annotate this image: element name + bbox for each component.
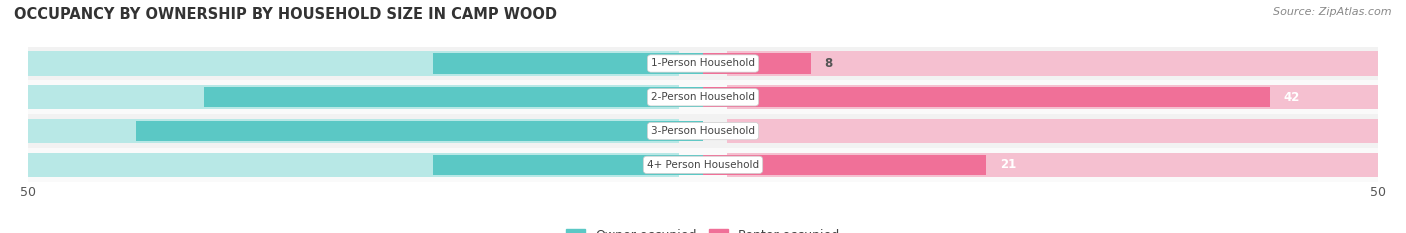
Bar	[433, 155, 703, 175]
Bar	[727, 51, 1378, 76]
Text: Source: ZipAtlas.com: Source: ZipAtlas.com	[1274, 7, 1392, 17]
Bar	[703, 155, 987, 175]
Bar	[136, 121, 703, 141]
Bar	[727, 153, 1378, 177]
Legend: Owner-occupied, Renter-occupied: Owner-occupied, Renter-occupied	[562, 225, 844, 233]
Bar	[727, 119, 1378, 143]
Text: 37: 37	[666, 91, 683, 104]
Text: 2-Person Household: 2-Person Household	[651, 92, 755, 102]
Text: 0: 0	[717, 125, 724, 137]
Bar	[28, 47, 1378, 80]
Text: 42: 42	[1284, 91, 1299, 104]
Bar	[28, 114, 1378, 148]
Text: 21: 21	[1000, 158, 1017, 171]
Bar	[433, 53, 703, 74]
Bar	[28, 119, 679, 143]
Text: 4+ Person Household: 4+ Person Household	[647, 160, 759, 170]
Bar	[727, 85, 1378, 110]
Bar	[28, 85, 679, 110]
Text: 8: 8	[824, 57, 832, 70]
Bar	[28, 80, 1378, 114]
Bar	[28, 148, 1378, 182]
Text: 1-Person Household: 1-Person Household	[651, 58, 755, 69]
Text: OCCUPANCY BY OWNERSHIP BY HOUSEHOLD SIZE IN CAMP WOOD: OCCUPANCY BY OWNERSHIP BY HOUSEHOLD SIZE…	[14, 7, 557, 22]
Bar	[703, 87, 1270, 107]
Bar	[204, 87, 703, 107]
Text: 42: 42	[666, 125, 683, 137]
Bar	[28, 51, 679, 76]
Text: 20: 20	[666, 57, 683, 70]
Text: 20: 20	[666, 158, 683, 171]
Bar	[703, 53, 811, 74]
Text: 3-Person Household: 3-Person Household	[651, 126, 755, 136]
Bar	[28, 153, 679, 177]
